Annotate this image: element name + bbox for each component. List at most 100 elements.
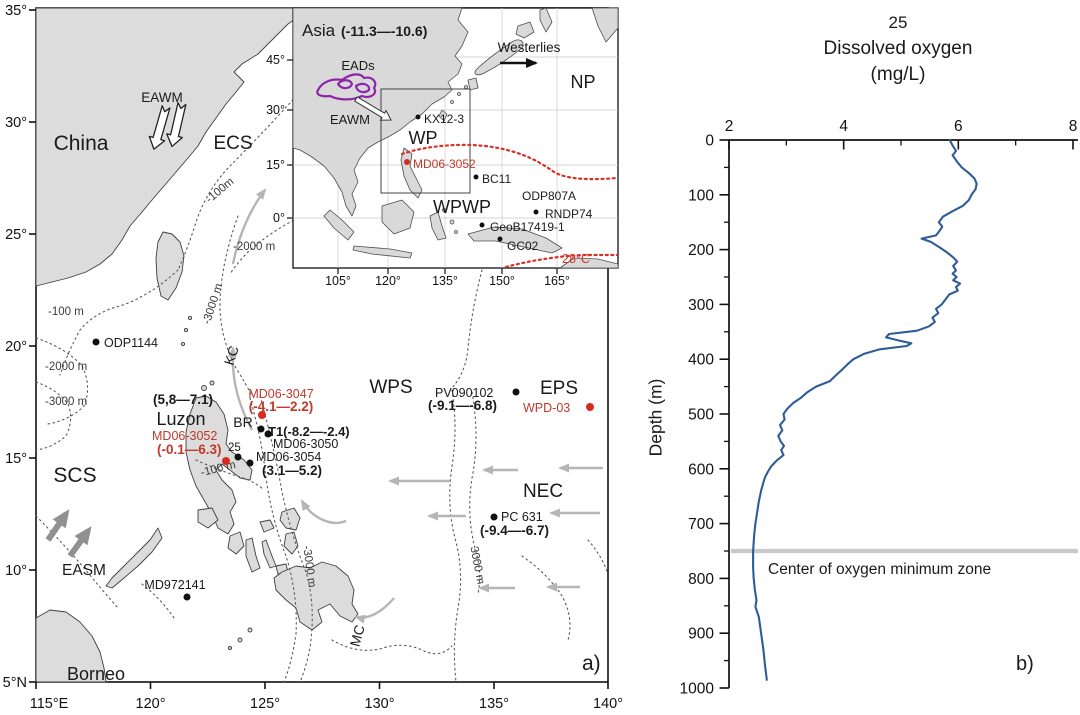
hokkaido-island [515, 21, 535, 39]
map-label-eawm: EAWM [330, 112, 370, 127]
inset-x-tick-label-165: 165° [544, 274, 570, 288]
eawm-arrows-icon [148, 102, 187, 150]
batanes-island [183, 327, 189, 333]
map-label-china: China [54, 132, 109, 155]
chart-x-tick-label-2: 2 [725, 118, 734, 135]
inset-y-tick-label-30: 30° [266, 103, 285, 117]
map-label-3000-m: -3000 m [45, 396, 87, 408]
chart-y-tick-label-0: 0 [705, 133, 714, 150]
map-label-25: 25 [228, 442, 241, 454]
chart-title-block: 25 Dissolved oxygen (mg/L) [758, 10, 1038, 88]
map-label-odp1144: ODP1144 [104, 336, 158, 350]
kyushu-island [467, 77, 479, 91]
map-label-easm: EASM [62, 562, 106, 579]
site-dot-inset-kx12-3 [415, 114, 421, 120]
site-dot-wpd-03 [586, 403, 594, 411]
map-label-eawm: EAWM [141, 90, 183, 105]
china-landmass [35, 7, 303, 287]
inset-borneo [381, 199, 415, 235]
map-label-br: BR [233, 414, 252, 430]
map-label-geob17419-1: GeoB17419-1 [490, 220, 565, 234]
current-arrows [227, 188, 603, 624]
site-dot-inset-gc02 [497, 236, 503, 242]
map-label-eps: EPS [540, 378, 578, 399]
map-label-kx12-3: KX12-3 [424, 112, 464, 126]
map-label-eads: EADs [341, 58, 375, 73]
map-label-scs: SCS [53, 464, 96, 487]
inset-y-tick-label-0: 0° [273, 211, 285, 225]
sulu-island [247, 627, 253, 633]
map-label-9-1-6-8: (-9.1—-6.8) [428, 398, 497, 413]
site-dot-pv090102 [512, 388, 520, 396]
chart-axes [728, 139, 1078, 688]
luzon-strait-current-arrow [300, 499, 347, 524]
mindanao-island [273, 561, 359, 631]
map-label-bc11: BC11 [482, 172, 511, 186]
inset-x-tick-label-120: 120° [375, 274, 401, 288]
inset-ryukyu-island [457, 92, 461, 96]
babuyan-island-2 [209, 380, 215, 386]
map-label-kc: KC [221, 344, 242, 367]
site-dot-md972141 [183, 593, 191, 601]
map-label-odp807a: ODP807A [522, 189, 576, 203]
site-dot-odp1144 [92, 338, 100, 346]
eads-desert-outline [316, 73, 377, 101]
map-label-wps: WPS [369, 377, 412, 398]
map-x-tick-label-115-e: 115°E [30, 696, 69, 712]
kuroshio-current-arrow [231, 188, 267, 265]
omz-annotation: Center of oxygen minimum zone [768, 561, 992, 578]
map-label-mc: MC [347, 623, 368, 648]
site-dot-inset-md06-3052 [404, 159, 410, 165]
chart-y-tick-label-200: 200 [688, 242, 714, 259]
palawan-island [105, 527, 163, 589]
inset-x-tick-label-135: 135° [432, 274, 458, 288]
chart-y-tick-label-600: 600 [688, 461, 714, 478]
site-dot-md06-3050 [234, 453, 242, 461]
map-y-tick-label-20: 20° [5, 339, 27, 355]
chart-y-tick-label-100: 100 [688, 187, 714, 204]
babuyan-island [201, 385, 207, 391]
map-y-tick-label-25: 25° [5, 227, 27, 243]
inset-taiwan [438, 109, 448, 122]
map-x-tick-label-135: 135° [479, 696, 509, 712]
chart-x-tick-label-6: 6 [954, 118, 963, 135]
borneo-landmass [35, 609, 107, 683]
chart-y-tick-label-900: 900 [688, 626, 714, 643]
map-x-tick-label-140: 140° [593, 696, 623, 712]
map-label-luzon: Luzon [156, 409, 205, 429]
inset-x-tick-label-105: 105° [325, 274, 351, 288]
sulu-island-2 [237, 637, 243, 643]
chart-x-tick-label-8: 8 [1069, 118, 1078, 135]
map-label-md06-3054: MD06-3054 [256, 450, 321, 464]
inset-eawm-arrow-icon [354, 96, 392, 121]
map-label-pv090102: PV090102 [435, 386, 493, 400]
map-label-nec: NEC [523, 481, 563, 502]
map-label-2000-m: -2000 m [45, 361, 87, 373]
inset-y-tick-label-45: 45° [266, 53, 285, 67]
map-label-0-1-6-3: (-0.1—6.3) [157, 442, 222, 457]
inset-ryukyu-island [450, 100, 454, 104]
site-dot-t1-a [257, 425, 265, 433]
site-dot-inset-bc11 [473, 174, 479, 180]
sakhalin-island [539, 7, 553, 33]
chart-title: Dissolved oxygen [823, 38, 973, 59]
chart-title-units: (mg/L) [870, 64, 926, 85]
japan-islands [474, 39, 524, 76]
map-x-tick-label-120: 120° [136, 696, 166, 712]
map-label-md06-3052: MD06-3052 [413, 157, 476, 171]
inset-new-guinea [467, 226, 563, 254]
chart-y-tick-label-500: 500 [688, 407, 714, 424]
inset-moluccas-island [454, 230, 458, 234]
map-label-pc-631: PC 631 [501, 510, 543, 524]
site-dot-pc-631 [490, 513, 498, 521]
inset-sumatra [323, 209, 355, 241]
batanes-island-2 [187, 315, 193, 321]
map-x-tick-label-125: 125° [250, 696, 280, 712]
site-dot-md06-3047 [258, 411, 266, 419]
map-y-tick-label-35: 35° [5, 3, 27, 19]
map-label-md06-3047: MD06-3047 [248, 387, 313, 401]
site-dot-t1-b [264, 430, 272, 438]
chart-y-tick-label-1000: 1000 [680, 681, 715, 698]
